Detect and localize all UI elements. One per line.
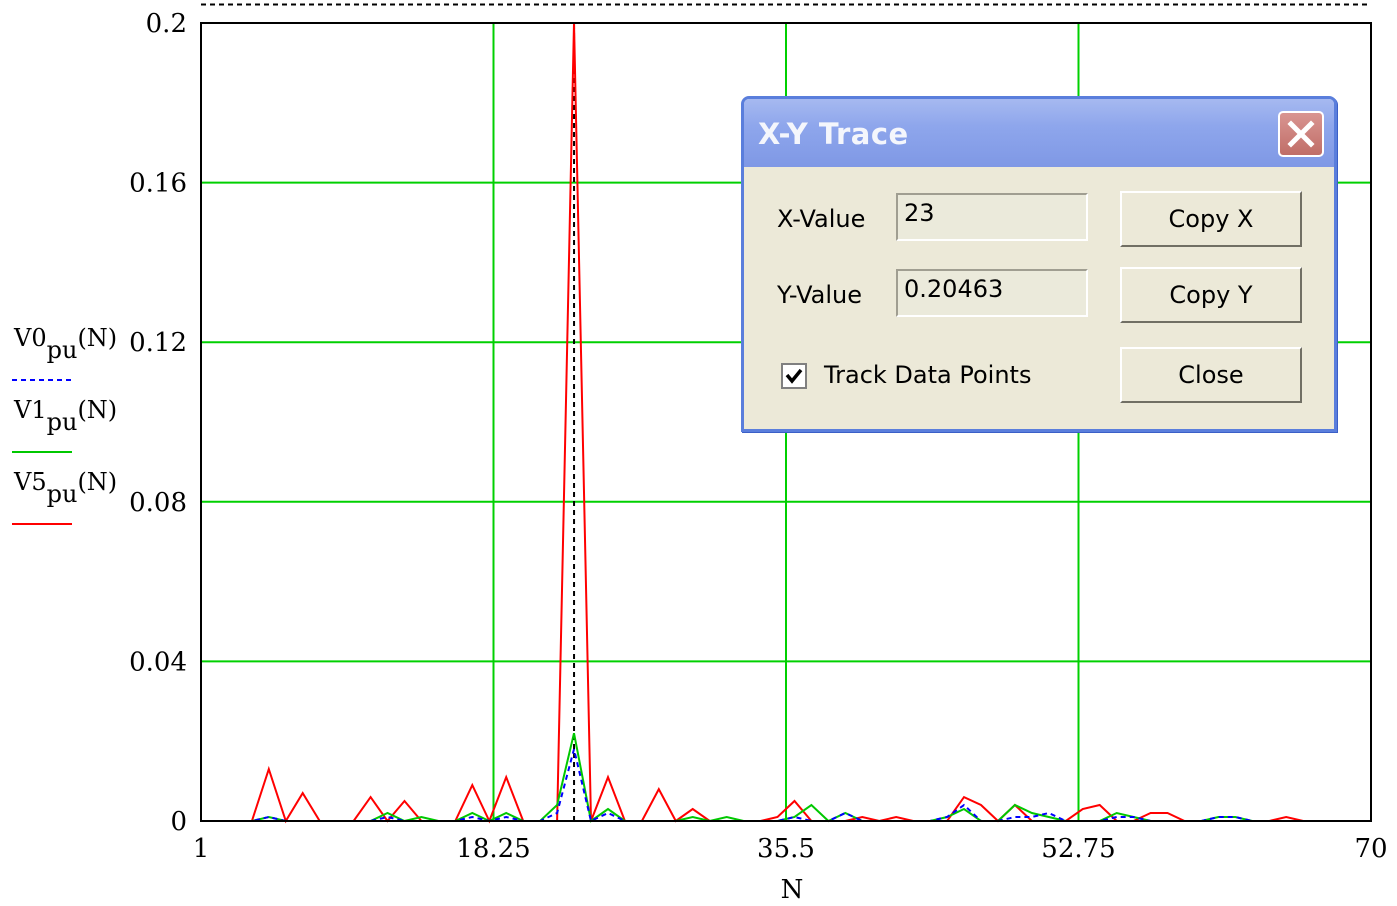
- y-tick-label: 0.16: [129, 169, 187, 199]
- copy-y-button[interactable]: Copy Y: [1120, 267, 1302, 323]
- legend-label: V1pu(N): [13, 396, 117, 436]
- close-button[interactable]: Close: [1120, 347, 1302, 403]
- x-tick-label: 35.5: [757, 834, 815, 864]
- legend-label: V0pu(N): [13, 324, 117, 364]
- track-data-points-label: Track Data Points: [824, 361, 1032, 389]
- plot-frame: [200, 22, 1372, 822]
- x-tick-label: 1: [193, 834, 210, 864]
- y-tick-label: 0.2: [146, 9, 187, 39]
- xy-trace-dialog: X-Y Trace X-Value 23 Copy X Y-Value 0.20…: [741, 96, 1337, 432]
- y-tick-label: 0: [170, 807, 187, 837]
- x-tick-label: 52.75: [1041, 834, 1115, 864]
- tick-labels: 1 18.25 35.5 52.75 70 0 0.04 0.08 0.12 0.16 0.2: [129, 9, 1387, 864]
- x-value-label: X-Value: [777, 205, 866, 233]
- dialog-titlebar[interactable]: X-Y Trace: [744, 99, 1334, 167]
- x-tick-label: 18.25: [456, 834, 530, 864]
- legend: V0pu(N) V1pu(N) V5pu(N): [12, 324, 117, 525]
- dialog-title: X-Y Trace: [758, 117, 909, 151]
- close-icon[interactable]: [1278, 111, 1324, 157]
- y-tick-label: 0.08: [129, 488, 187, 518]
- x-axis-label: N: [781, 875, 804, 905]
- legend-label: V5pu(N): [13, 468, 117, 508]
- y-value-field[interactable]: 0.20463: [896, 269, 1088, 317]
- y-value-label: Y-Value: [777, 281, 862, 309]
- trace-lines: [201, 3, 1371, 821]
- y-tick-label: 0.12: [129, 328, 187, 358]
- x-tick-label: 70: [1354, 834, 1387, 864]
- y-tick-label: 0.04: [129, 647, 187, 677]
- checkmark-icon: [785, 368, 803, 384]
- track-data-points-checkbox[interactable]: [781, 363, 807, 389]
- x-value-field[interactable]: 23: [896, 193, 1088, 241]
- copy-x-button[interactable]: Copy X: [1120, 191, 1302, 247]
- series-line-v5: [201, 22, 1371, 824]
